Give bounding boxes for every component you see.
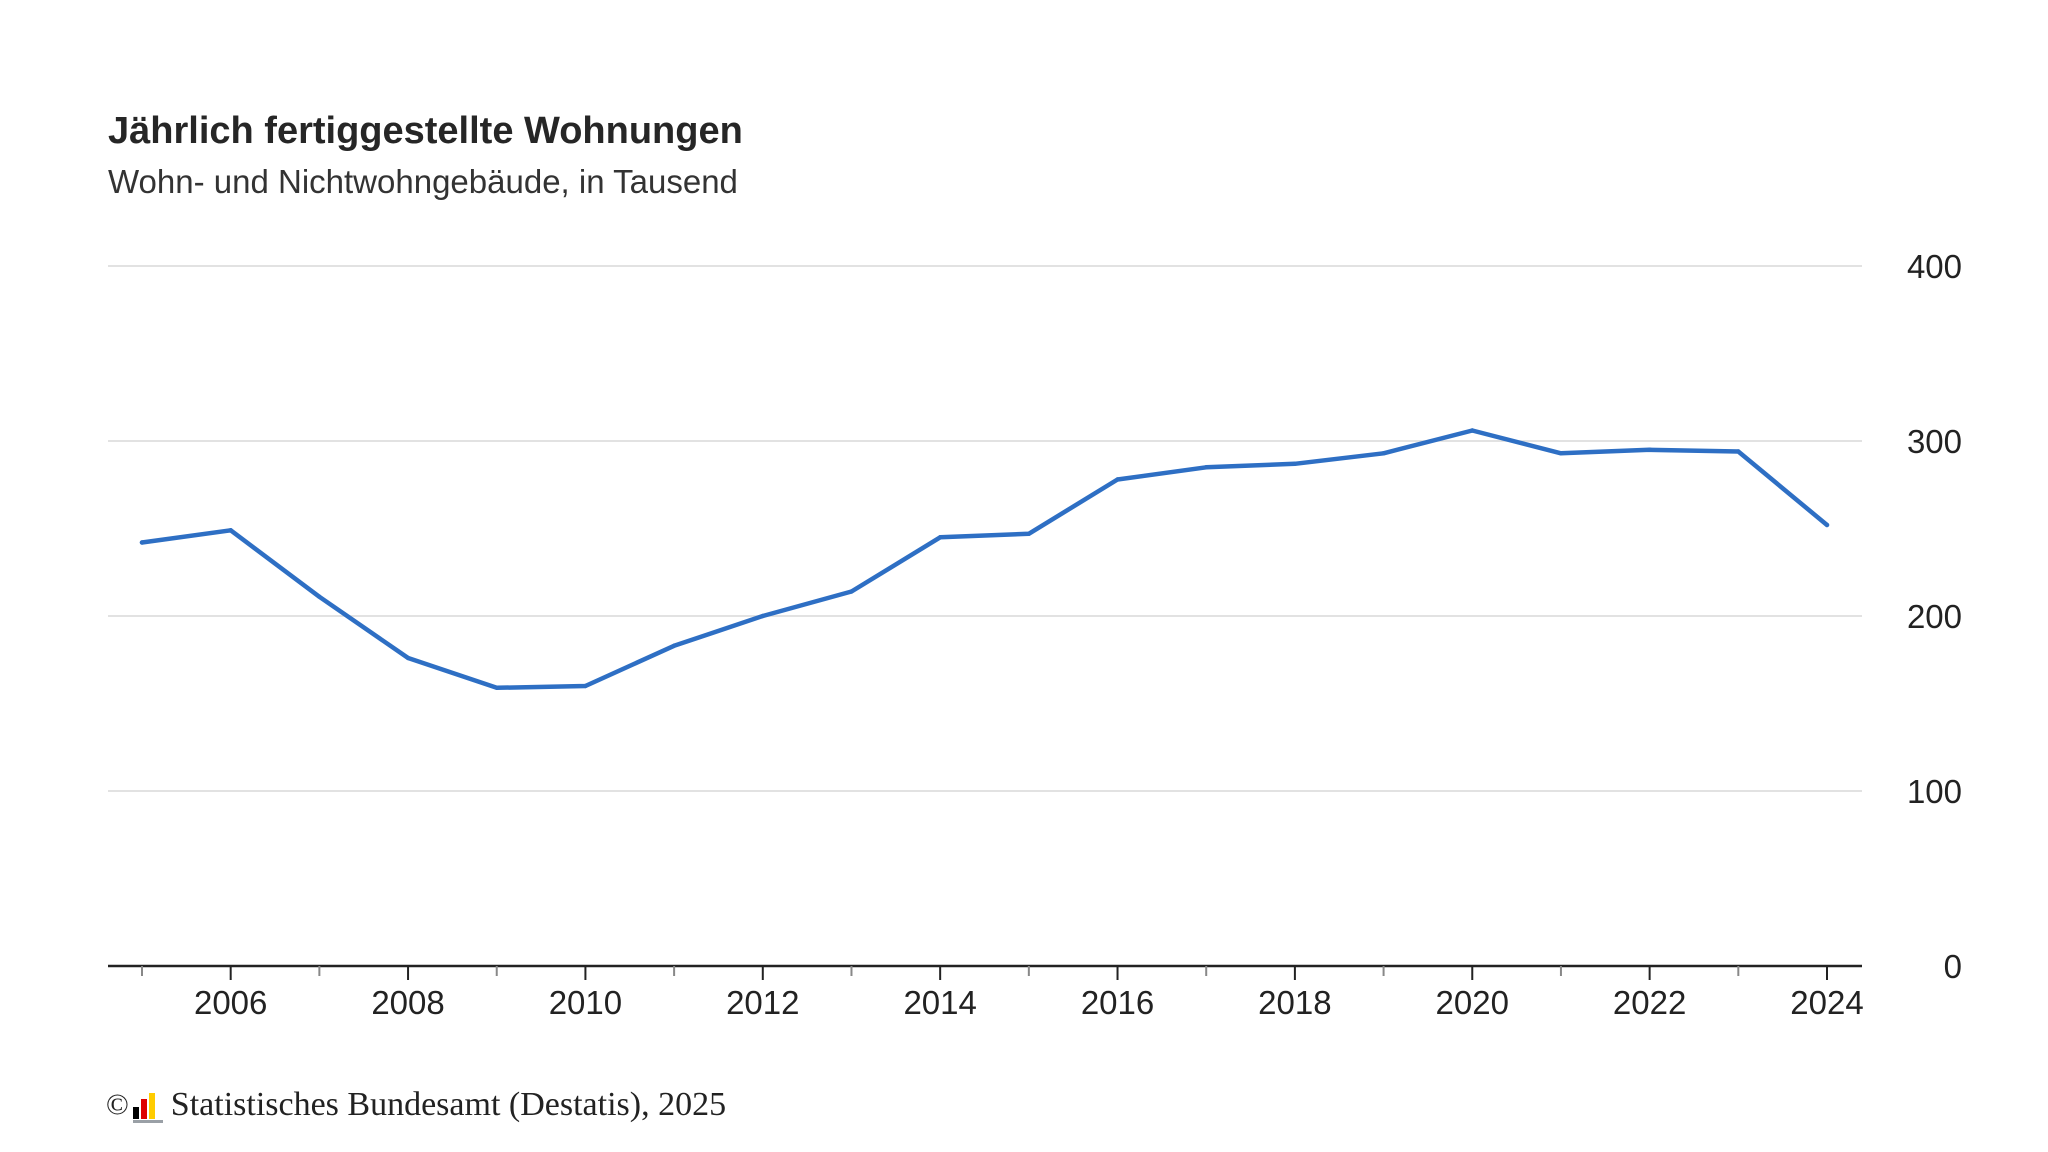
data-point <box>849 589 854 594</box>
data-point <box>494 685 499 690</box>
source-footer: © Statistisches Bundesamt (Destatis), 20… <box>106 1086 726 1124</box>
x-tick-label: 2024 <box>1790 984 1863 1021</box>
destatis-logo-icon <box>132 1091 163 1123</box>
source-text: Statistisches Bundesamt (Destatis), 2025 <box>170 1086 727 1123</box>
x-tick-label: 2020 <box>1436 984 1509 1021</box>
data-point <box>1470 428 1475 433</box>
x-tick-label: 2014 <box>903 984 976 1021</box>
data-point <box>671 643 677 648</box>
data-point <box>1647 447 1652 452</box>
x-tick-label: 2012 <box>726 984 799 1021</box>
data-point <box>317 594 322 599</box>
data-point <box>228 528 233 533</box>
x-tick-label: 2018 <box>1258 984 1331 1021</box>
data-point <box>1736 449 1741 454</box>
data-point <box>583 683 588 689</box>
chart-subtitle: Wohn- und Nichtwohngebäude, in Tausend <box>108 163 738 200</box>
data-point <box>405 655 411 661</box>
y-tick-label: 400 <box>1907 248 1962 285</box>
x-tick-label: 2016 <box>1081 984 1154 1021</box>
x-tick-label: 2006 <box>194 984 267 1021</box>
copyright-symbol: © <box>106 1088 129 1121</box>
data-series <box>139 428 1830 691</box>
data-point <box>760 613 765 619</box>
data-point <box>1824 522 1830 528</box>
x-tick-label: 2008 <box>371 984 444 1021</box>
chart-title: Jährlich fertiggestellte Wohnungen <box>108 110 743 152</box>
x-tick-label: 2022 <box>1613 984 1686 1021</box>
x-axis: 2006 2008 2010 2012 2014 2016 2018 2020 2022 2024 <box>108 964 1864 1021</box>
data-point <box>1026 531 1032 536</box>
data-point <box>1204 465 1209 470</box>
data-point <box>1558 451 1564 456</box>
x-tick-label: 2010 <box>549 984 622 1021</box>
data-point <box>1115 477 1120 482</box>
data-point <box>937 535 943 540</box>
grid-lines <box>108 265 1862 792</box>
y-tick-label: 0 <box>1944 948 1962 985</box>
y-tick-label: 100 <box>1907 773 1962 810</box>
y-tick-label: 300 <box>1907 423 1962 460</box>
data-point <box>1381 451 1386 456</box>
data-point <box>1292 461 1298 466</box>
y-tick-label: 200 <box>1907 598 1962 635</box>
series-line <box>139 428 1830 691</box>
data-point <box>139 540 145 545</box>
y-axis-tick-labels: 0 100 200 300 400 <box>1907 248 1962 985</box>
